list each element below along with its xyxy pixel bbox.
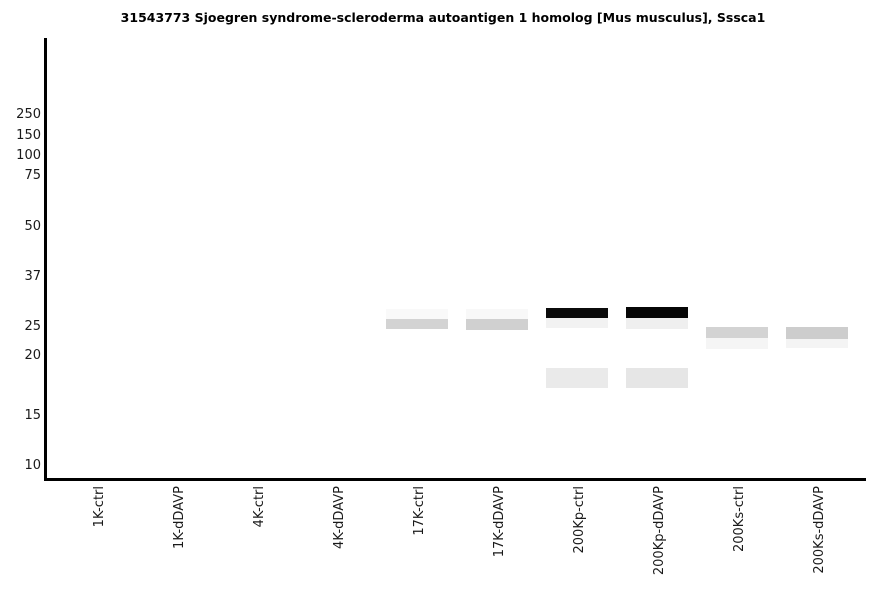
band-segment — [546, 308, 608, 318]
y-tick-label: 100 — [16, 148, 41, 163]
lane-label: 1K-ctrl — [92, 486, 107, 528]
lane-label: 4K-ctrl — [252, 486, 267, 528]
band-segment — [706, 338, 768, 349]
band-segment — [706, 327, 768, 338]
y-tick-label: 10 — [24, 458, 41, 473]
band-segment — [786, 339, 848, 348]
y-tick-label: 50 — [24, 219, 41, 234]
band-segment — [466, 309, 528, 319]
band-segment — [546, 368, 608, 388]
lane-label: 17K-dDAVP — [492, 486, 507, 558]
chart-title: 31543773 Sjoegren syndrome-scleroderma a… — [120, 10, 766, 25]
y-axis-line — [44, 38, 47, 481]
y-tick-label: 20 — [24, 348, 41, 363]
y-tick-label: 25 — [24, 319, 41, 334]
lane-label: 200Kp-dDAVP — [652, 486, 667, 576]
x-axis-line — [44, 478, 866, 481]
lane-label: 4K-dDAVP — [332, 486, 347, 549]
band-segment — [546, 318, 608, 328]
band-segment — [626, 368, 688, 388]
lane-label: 200Ks-ctrl — [732, 486, 747, 553]
lane-label: 200Ks-dDAVP — [812, 486, 827, 574]
y-tick-label: 75 — [24, 168, 41, 183]
band-segment — [786, 327, 848, 339]
band-segment — [386, 319, 448, 329]
y-tick-label: 150 — [16, 128, 41, 143]
lane-label: 1K-dDAVP — [172, 486, 187, 549]
band-segment — [386, 309, 448, 319]
band-segment — [626, 318, 688, 329]
lane-label: 17K-ctrl — [412, 486, 427, 536]
y-tick-label: 250 — [16, 107, 41, 122]
y-tick-label: 37 — [24, 269, 41, 284]
lane-label: 200Kp-ctrl — [572, 486, 587, 554]
band-segment — [466, 319, 528, 330]
y-tick-label: 15 — [24, 408, 41, 423]
band-segment — [626, 307, 688, 318]
